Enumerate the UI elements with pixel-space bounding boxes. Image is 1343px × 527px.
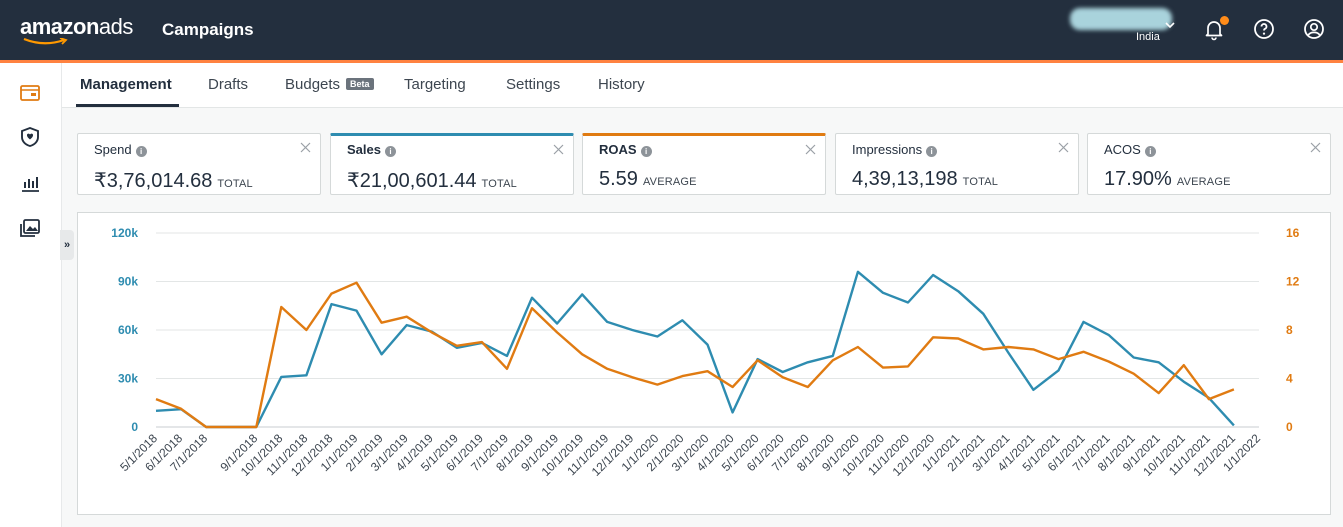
tab-settings[interactable]: Settings — [506, 76, 561, 93]
beta-badge: Beta — [346, 78, 374, 90]
top-bar-accent-line — [0, 60, 1343, 63]
metric-label: Impressions i — [852, 142, 938, 157]
left-axis-tick-label: 120k — [111, 226, 138, 240]
logo-smile-icon — [23, 38, 68, 45]
chevron-down-icon — [1165, 22, 1175, 29]
metric-card-acos[interactable]: ACOS i 17.90% AVERAGE — [1087, 133, 1331, 195]
user-profile-icon[interactable] — [1302, 17, 1326, 41]
reports-icon[interactable] — [19, 172, 41, 194]
series-line-roas — [155, 281, 1235, 429]
close-icon[interactable] — [805, 144, 816, 155]
left-axis-tick-label: 90k — [118, 275, 138, 289]
account-name-redacted — [1070, 8, 1172, 30]
creative-assets-icon[interactable] — [19, 217, 41, 239]
performance-chart-panel: 0 0 30k 4 60k 8 90k 12 120k 16 5/1/2018 6/1/2018 7/1… — [77, 212, 1331, 515]
sidebar — [0, 63, 62, 527]
close-icon[interactable] — [553, 144, 564, 155]
expand-sidebar-toggle[interactable]: » — [60, 230, 74, 260]
active-tab-indicator — [76, 104, 179, 107]
info-icon[interactable]: i — [384, 146, 396, 157]
tab-management[interactable]: Management — [80, 76, 172, 93]
campaigns-icon[interactable] — [19, 82, 41, 104]
metric-label: Spend i — [94, 142, 147, 157]
left-axis-tick-label: 60k — [118, 323, 138, 337]
close-icon[interactable] — [1310, 142, 1321, 153]
tab-budgets-label: Budgets — [285, 76, 341, 93]
metric-value: 5.59 AVERAGE — [599, 168, 697, 190]
top-bar: amazonads Campaigns India — [0, 0, 1343, 60]
metric-label: ACOS i — [1104, 142, 1156, 157]
right-axis-tick-label: 0 — [1286, 420, 1293, 434]
left-axis-tick-label: 0 — [131, 420, 138, 434]
metric-label: ROAS i — [599, 142, 652, 157]
tab-targeting[interactable]: Targeting — [404, 76, 466, 93]
metric-value: ₹21,00,601.44 TOTAL — [347, 170, 517, 192]
campaign-tabs: Management Drafts Budgets Beta Targeting … — [62, 63, 1343, 108]
tab-drafts[interactable]: Drafts — [208, 76, 249, 93]
close-icon[interactable] — [300, 142, 311, 153]
metric-card-spend[interactable]: Spend i ₹3,76,014.68 TOTAL — [77, 133, 321, 195]
left-axis-tick-label: 30k — [118, 372, 138, 386]
notification-badge — [1220, 16, 1229, 25]
metric-value: ₹3,76,014.68 TOTAL — [94, 170, 253, 192]
info-icon[interactable]: i — [1144, 146, 1156, 157]
tab-history[interactable]: History — [598, 76, 645, 93]
metric-value: 17.90% AVERAGE — [1104, 168, 1231, 190]
info-icon[interactable]: i — [640, 146, 652, 157]
tab-budgets[interactable]: Budgets Beta — [285, 63, 374, 107]
right-axis-tick-label: 8 — [1286, 323, 1293, 337]
right-axis-tick-label: 16 — [1286, 226, 1300, 240]
page-title: Campaigns — [162, 20, 254, 39]
right-axis-tick-label: 4 — [1286, 372, 1293, 386]
info-icon[interactable]: i — [926, 146, 938, 157]
amazon-ads-logo[interactable]: amazonads — [20, 14, 133, 39]
metric-value: 4,39,13,198 TOTAL — [852, 168, 999, 190]
notification-bell-icon[interactable] — [1202, 17, 1226, 41]
close-icon[interactable] — [1058, 142, 1069, 153]
brand-shield-icon[interactable] — [19, 126, 41, 148]
metric-label: Sales i — [347, 142, 396, 157]
metric-card-impressions[interactable]: Impressions i 4,39,13,198 TOTAL — [835, 133, 1079, 195]
account-country: India — [1136, 31, 1160, 43]
series-line-sales — [155, 270, 1235, 429]
info-icon[interactable]: i — [135, 146, 147, 157]
help-icon[interactable] — [1252, 17, 1276, 41]
right-axis-tick-label: 12 — [1286, 275, 1300, 289]
metric-card-roas[interactable]: ROAS i 5.59 AVERAGE — [582, 133, 826, 195]
metric-card-sales[interactable]: Sales i ₹21,00,601.44 TOTAL — [330, 133, 574, 195]
account-selector[interactable]: India — [1068, 6, 1178, 46]
